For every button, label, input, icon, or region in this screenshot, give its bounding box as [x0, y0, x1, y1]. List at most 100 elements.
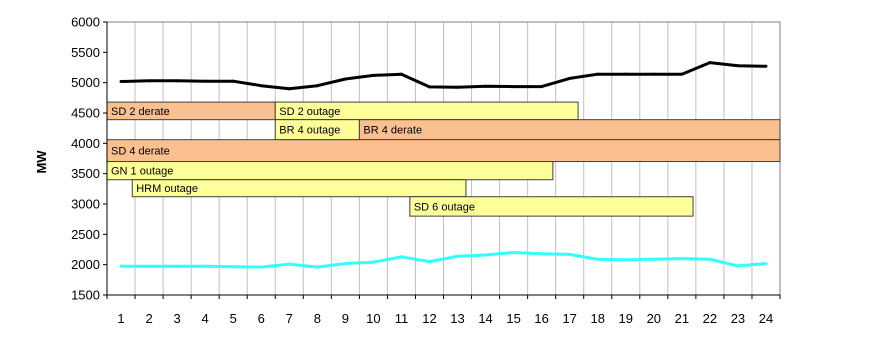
series-point	[708, 257, 712, 261]
series-point	[147, 264, 151, 268]
outage-bar-label: SD 2 derate	[111, 106, 170, 118]
x-tick-label: 10	[366, 311, 380, 326]
x-tick-label: 9	[342, 311, 349, 326]
x-tick-label: 8	[314, 311, 321, 326]
series-point	[315, 84, 319, 88]
outage-bar	[131, 179, 467, 198]
series-point	[399, 255, 403, 259]
x-tick-label: 4	[202, 311, 209, 326]
series-point	[596, 72, 600, 76]
series-point	[343, 261, 347, 265]
series-point	[231, 265, 235, 269]
series-point	[568, 76, 572, 80]
series-point	[540, 252, 544, 256]
x-tick-label: 21	[675, 311, 689, 326]
series-point	[540, 85, 544, 89]
series-line	[121, 251, 767, 269]
x-tick-label: 6	[258, 311, 265, 326]
series-point	[287, 87, 291, 91]
y-tick-label: 4500	[71, 106, 100, 121]
series-point	[175, 79, 179, 83]
series-point	[624, 258, 628, 262]
y-tick-label: 2000	[71, 257, 100, 272]
x-tick-label: 16	[534, 311, 548, 326]
series-point	[512, 85, 516, 89]
x-tick-label: 5	[230, 311, 237, 326]
series-point	[652, 72, 656, 76]
series-point	[736, 64, 740, 68]
outage-bar-label: BR 4 derate	[363, 125, 422, 137]
x-tick-label: 19	[619, 311, 633, 326]
x-tick-label: 2	[145, 311, 152, 326]
x-tick-label: 12	[422, 311, 436, 326]
series-point	[203, 264, 207, 268]
series-point	[456, 254, 460, 258]
y-tick-label: 2500	[71, 227, 100, 242]
outage-bar-label: SD 6 outage	[414, 201, 475, 213]
series-point	[736, 264, 740, 268]
series-line	[120, 61, 767, 91]
series-point	[203, 79, 207, 83]
y-tick-label: 5500	[71, 45, 100, 60]
series-point	[764, 64, 768, 68]
y-tick-label: 1500	[71, 288, 100, 303]
outage-bar-label: BR 4 outage	[279, 125, 340, 137]
series-point	[287, 262, 291, 266]
x-tick-label: 23	[731, 311, 745, 326]
x-tick-label: 1	[117, 311, 124, 326]
outage-bar-label: SD 4 derate	[111, 146, 170, 158]
x-tick-label: 20	[647, 311, 661, 326]
outage-bar	[106, 161, 554, 181]
series-point	[399, 72, 403, 76]
series-point	[680, 72, 684, 76]
series-point	[596, 257, 600, 261]
series-point	[371, 260, 375, 264]
series-point	[652, 257, 656, 261]
y-tick-label: 3000	[71, 197, 100, 212]
series-point	[427, 85, 431, 89]
x-tick-label: 24	[759, 311, 773, 326]
y-tick-label: 5000	[71, 75, 100, 90]
series-point	[512, 251, 516, 255]
x-tick-label: 22	[703, 311, 717, 326]
x-tick-label: 17	[562, 311, 576, 326]
x-tick-label: 11	[395, 311, 409, 326]
series-point	[484, 84, 488, 88]
series-point	[315, 265, 319, 269]
series-point	[343, 77, 347, 81]
series-point	[624, 72, 628, 76]
x-tick-label: 3	[173, 311, 180, 326]
outage-bar-label: SD 2 outage	[279, 106, 340, 118]
series-point	[119, 264, 123, 268]
series-point	[119, 79, 123, 83]
series-point	[175, 264, 179, 268]
x-tick-label: 7	[286, 311, 293, 326]
series-point	[568, 252, 572, 256]
series-point	[259, 84, 263, 88]
y-axis-title: MW	[34, 150, 49, 174]
outage-bar-label: HRM outage	[136, 183, 198, 195]
series-point	[231, 79, 235, 83]
x-tick-label: 15	[506, 311, 520, 326]
series-point	[371, 73, 375, 77]
y-tick-label: 4000	[71, 136, 100, 151]
y-tick-label: 6000	[71, 15, 100, 30]
axes-layer: MW 1500 2000 2500 3000 3500 4000 4500 5000 5500 6…	[34, 15, 781, 326]
series-point	[680, 257, 684, 261]
series-point	[427, 260, 431, 264]
x-tick-label: 13	[450, 311, 464, 326]
series-point	[456, 85, 460, 89]
series-lines-layer	[119, 61, 768, 269]
outage-bar	[358, 119, 781, 141]
series-point	[484, 253, 488, 257]
x-tick-label: 14	[478, 311, 492, 326]
outage-bar-label: GN 1 outage	[111, 166, 173, 178]
series-point	[708, 61, 712, 65]
outage-bars-layer: SD 2 derate SD 2 outage BR 4 outage BR 4 de…	[106, 101, 781, 217]
y-tick-label: 3500	[71, 166, 100, 181]
series-point	[764, 261, 768, 265]
outage-bar	[409, 196, 694, 217]
x-tick-label: 18	[590, 311, 604, 326]
